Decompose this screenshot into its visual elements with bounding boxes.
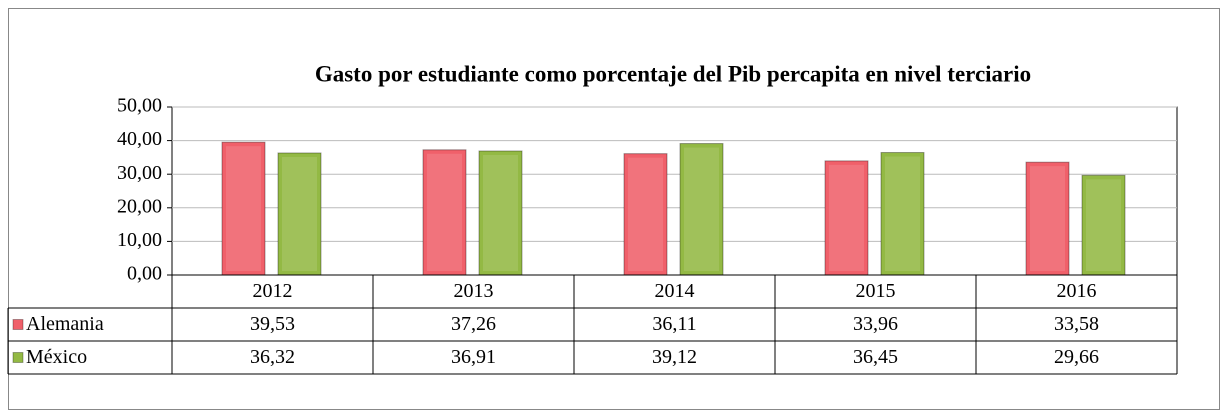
legend-label: México	[26, 346, 87, 368]
bar-shine	[829, 164, 864, 271]
bar	[824, 160, 869, 276]
y-tick-label: 50,00	[117, 95, 162, 117]
y-tick-label: 30,00	[117, 162, 162, 184]
legend-label: Alemania	[26, 313, 104, 335]
table-value: 36,32	[250, 346, 295, 368]
bar-shine	[282, 156, 317, 271]
bar	[679, 143, 724, 276]
y-tick-label: 40,00	[117, 128, 162, 150]
bar-shine	[427, 153, 462, 271]
y-tick-label: 20,00	[117, 195, 162, 217]
bar	[1025, 161, 1070, 276]
table-value: 33,58	[1054, 313, 1099, 335]
x-tick-label: 2015	[856, 280, 896, 302]
chart-border	[8, 8, 1220, 410]
x-tick-label: 2012	[253, 280, 293, 302]
legend-swatch	[12, 319, 24, 330]
bar-shine	[483, 154, 518, 271]
y-tick-label: 0,00	[127, 263, 162, 285]
bar	[623, 153, 668, 276]
table-value: 39,53	[250, 313, 295, 335]
table-value: 29,66	[1054, 346, 1099, 368]
x-tick-label: 2013	[454, 280, 494, 302]
legend-swatch	[12, 352, 24, 363]
bar-shine	[628, 157, 663, 271]
bar-shine	[885, 156, 920, 271]
bar-shine	[226, 146, 261, 271]
bar-shine	[684, 147, 719, 271]
y-tick-label: 10,00	[117, 229, 162, 251]
bar-shine	[1030, 166, 1065, 271]
table-value: 36,11	[652, 313, 696, 335]
bar	[880, 152, 925, 276]
table-value: 37,26	[451, 313, 496, 335]
bar	[1081, 174, 1126, 276]
bar-shine	[1086, 179, 1121, 271]
x-tick-label: 2014	[655, 280, 695, 302]
table-value: 39,12	[652, 346, 697, 368]
table-value: 36,91	[451, 346, 496, 368]
table-value: 33,96	[853, 313, 898, 335]
table-value: 36,45	[853, 346, 898, 368]
chart-title: Gasto por estudiante como porcentaje del…	[315, 61, 1031, 86]
x-tick-label: 2016	[1057, 280, 1097, 302]
bar	[478, 150, 523, 276]
